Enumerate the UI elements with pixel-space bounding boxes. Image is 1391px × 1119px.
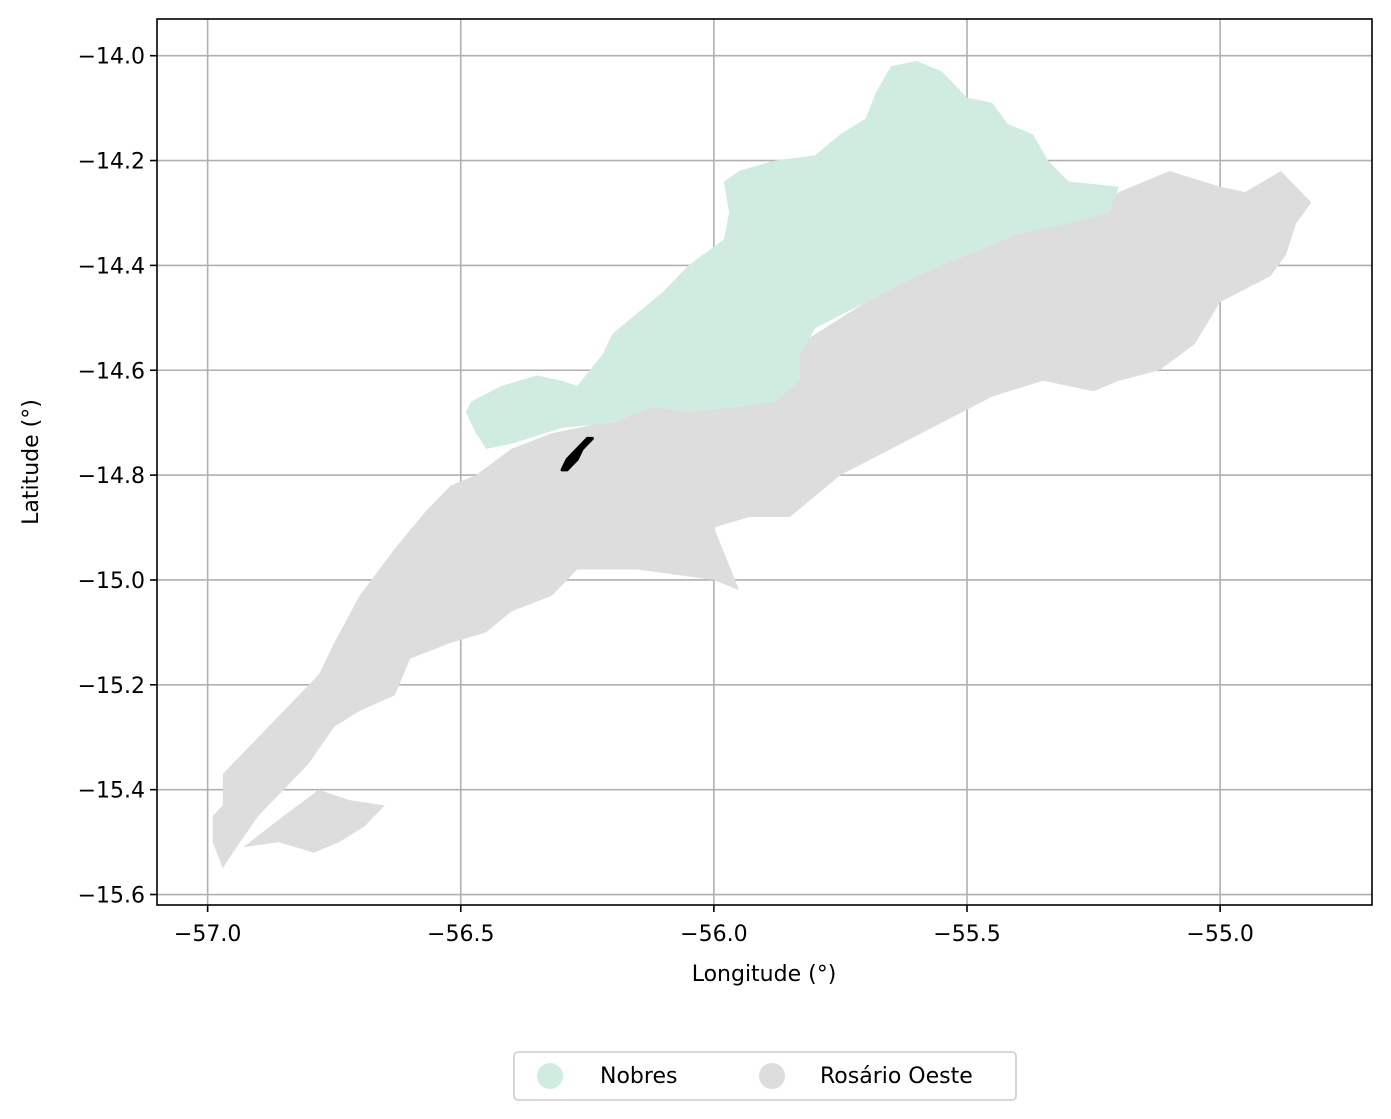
x-tick-label-1: −56.5 <box>427 922 494 947</box>
legend-marker-0 <box>537 1063 563 1089</box>
y-tick-label-5: −15.0 <box>78 569 145 594</box>
region-ros-rio-oeste-0 <box>212 171 1312 869</box>
region-ros-rio-oeste-1 <box>243 789 385 853</box>
region-highlight-0 <box>560 436 594 472</box>
map-regions <box>212 60 1312 869</box>
legend: Nobres Rosário Oeste <box>513 1051 1017 1101</box>
y-tick-label-0: −14.0 <box>78 45 145 70</box>
y-tick-label-1: −14.2 <box>78 150 145 175</box>
x-tick-label-3: −55.5 <box>933 922 1000 947</box>
y-axis-label: Latitude (°) <box>19 399 44 525</box>
y-tick-label-8: −15.6 <box>78 884 145 909</box>
legend-marker-1 <box>759 1063 785 1089</box>
x-tick-label-2: −56.0 <box>680 922 747 947</box>
legend-label-1: Rosário Oeste <box>820 1064 973 1089</box>
x-axis-label: Longitude (°) <box>692 962 837 987</box>
legend-label-0: Nobres <box>600 1064 677 1089</box>
region-nobres-0 <box>465 60 1119 449</box>
y-tick-label-2: −14.4 <box>78 254 145 279</box>
y-tick-label-6: −15.2 <box>78 674 145 699</box>
y-tick-label-3: −14.6 <box>78 359 145 384</box>
y-tick-label-4: −14.8 <box>78 464 145 489</box>
x-axis-ticks: −57.0 −56.5 −56.0 −55.5 −55.0 <box>174 905 1254 947</box>
plot-frame <box>156 18 1373 906</box>
x-tick-label-4: −55.0 <box>1186 922 1253 947</box>
x-tick-label-0: −57.0 <box>174 922 241 947</box>
y-tick-label-7: −15.4 <box>78 779 145 804</box>
y-axis-ticks: −14.0 −14.2 −14.4 −14.6 −14.8 −15.0 −15.2 −15.4… <box>78 45 157 909</box>
